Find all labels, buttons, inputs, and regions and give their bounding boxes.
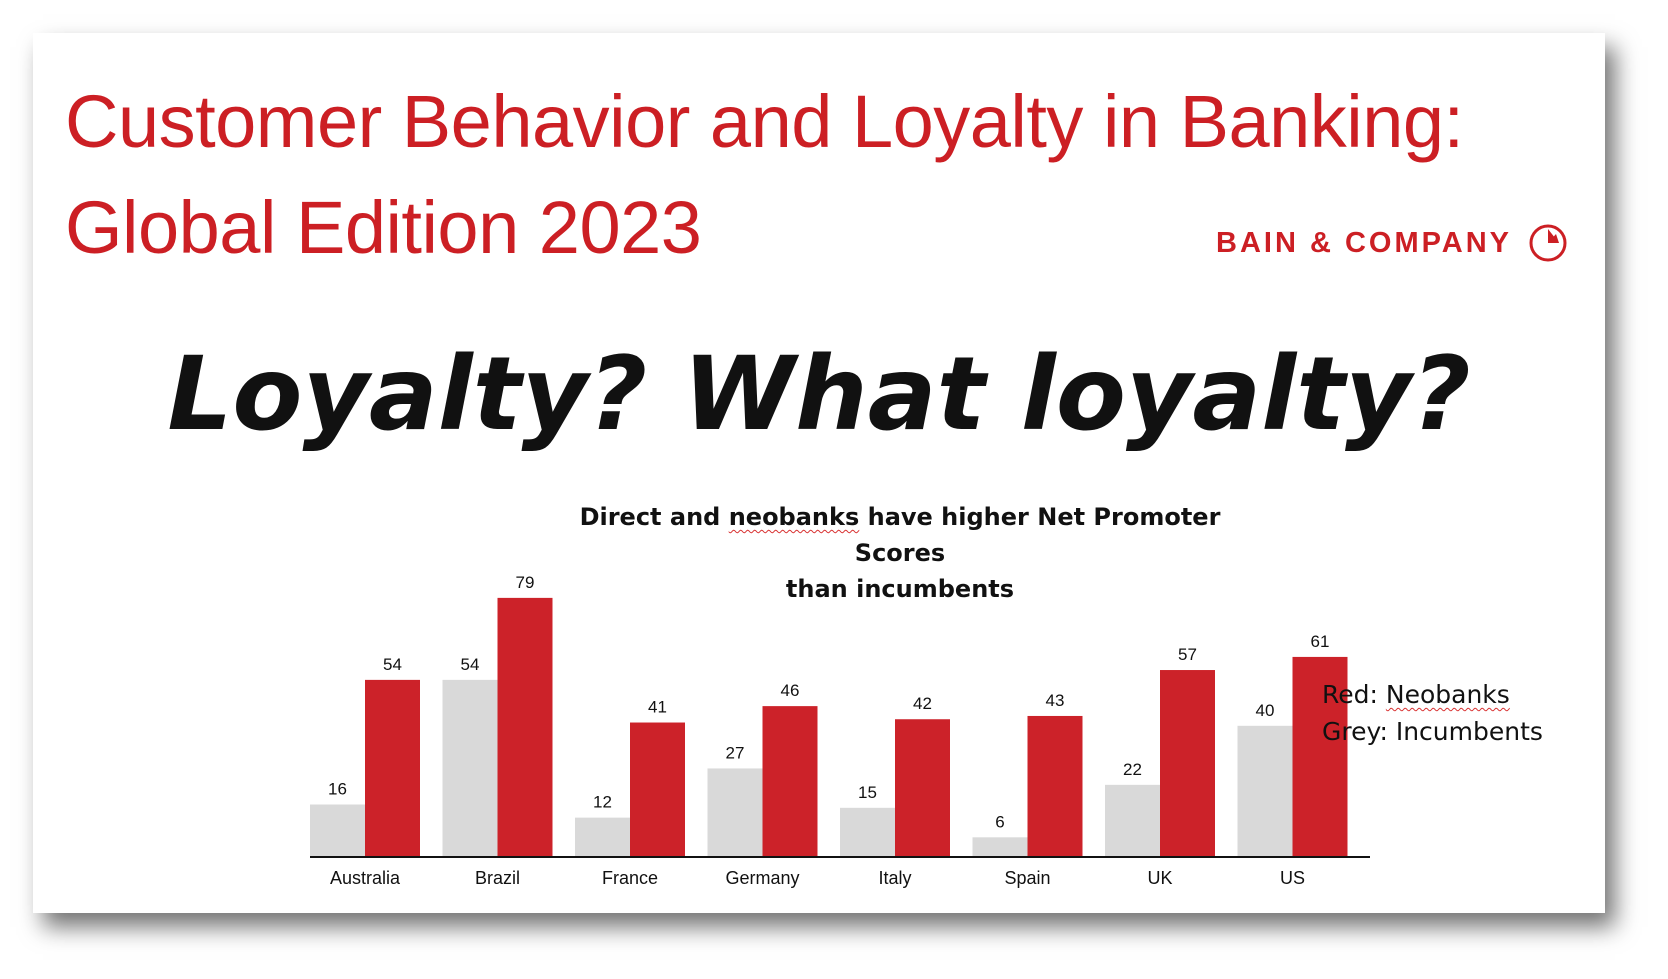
category-label-uk: UK (1147, 868, 1172, 888)
bar-neobanks-france (630, 722, 685, 857)
bar-incumbents-germany (707, 768, 763, 857)
category-label-us: US (1280, 868, 1305, 888)
data-label-incumbents-spain: 6 (995, 812, 1004, 831)
legend-neobanks-label: Red: (1322, 680, 1378, 709)
data-label-neobanks-italy: 42 (913, 694, 932, 713)
headline: Loyalty? What loyalty? (167, 335, 1471, 454)
main-title: Customer Behavior and Loyalty in Banking… (65, 69, 1464, 281)
category-label-spain: Spain (1004, 868, 1050, 888)
data-label-neobanks-spain: 43 (1046, 691, 1065, 710)
legend: Red: Neobanks Grey: Incumbents (1322, 676, 1543, 750)
data-label-incumbents-germany: 27 (726, 743, 745, 762)
main-title-line-2: Global Edition 2023 (65, 186, 702, 269)
main-title-line-1: Customer Behavior and Loyalty in Banking… (65, 80, 1464, 163)
legend-incumbents: Grey: Incumbents (1322, 717, 1543, 746)
bar-incumbents-brazil (442, 679, 498, 857)
bar-incumbents-spain (972, 837, 1028, 857)
legend-neobanks: Red: Neobanks (1322, 676, 1543, 713)
bar-neobanks-germany (762, 706, 818, 857)
chart-title-line-2: than incumbents (785, 575, 1015, 603)
bar-neobanks-australia (365, 679, 420, 857)
data-label-incumbents-italy: 15 (858, 783, 877, 802)
category-label-germany: Germany (725, 868, 799, 888)
data-label-incumbents-uk: 22 (1123, 760, 1142, 779)
chart-title-part-1: Direct and (579, 503, 729, 531)
brand-logo: BAIN & COMPANY (1216, 223, 1568, 263)
category-label-italy: Italy (878, 868, 911, 888)
chart-title-neobanks: neobanks (728, 503, 860, 531)
bar-incumbents-italy (840, 807, 895, 857)
data-label-incumbents-france: 12 (593, 793, 612, 812)
data-label-neobanks-us: 61 (1311, 632, 1330, 651)
chart-title: Direct and neobanks have higher Net Prom… (555, 499, 1245, 607)
data-label-neobanks-france: 41 (648, 698, 667, 717)
category-label-brazil: Brazil (475, 868, 520, 888)
category-label-france: France (602, 868, 658, 888)
data-label-neobanks-brazil: 79 (516, 573, 535, 592)
brand-name: BAIN & COMPANY (1216, 226, 1513, 259)
bar-incumbents-uk (1105, 784, 1160, 857)
bar-incumbents-us (1237, 725, 1293, 857)
data-label-incumbents-brazil: 54 (461, 655, 480, 674)
data-label-neobanks-germany: 46 (781, 681, 800, 700)
data-label-neobanks-australia: 54 (383, 655, 402, 674)
chart-bars (310, 597, 1348, 857)
bain-circle-logo-icon (1529, 224, 1567, 262)
bar-neobanks-italy (895, 719, 950, 857)
legend-neobanks-name: Neobanks (1385, 680, 1510, 709)
bar-neobanks-brazil (497, 597, 553, 857)
chart-title-part-3: have higher Net Promoter Scores (854, 503, 1221, 567)
chart-labels: 16 54 Australia 54 79 Brazil 12 41 France 27 46 Ger… (328, 573, 1329, 888)
data-label-incumbents-australia: 16 (328, 780, 347, 799)
data-label-neobanks-uk: 57 (1178, 645, 1197, 664)
category-label-australia: Australia (330, 868, 401, 888)
bar-neobanks-uk (1160, 670, 1215, 857)
bar-neobanks-us (1292, 656, 1348, 857)
data-label-incumbents-us: 40 (1256, 701, 1275, 720)
bar-incumbents-australia (310, 804, 365, 857)
bar-neobanks-spain (1027, 715, 1083, 857)
slide: Customer Behavior and Loyalty in Banking… (33, 33, 1605, 913)
bar-incumbents-france (575, 817, 630, 857)
